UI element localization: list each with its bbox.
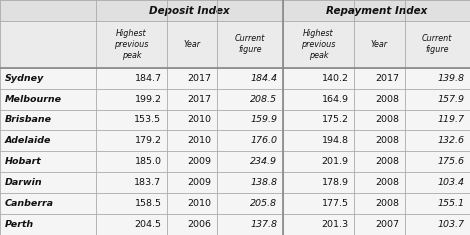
Text: 179.2: 179.2 bbox=[134, 136, 162, 145]
Text: 175.2: 175.2 bbox=[321, 115, 349, 125]
Text: 178.9: 178.9 bbox=[321, 178, 349, 187]
Text: 2008: 2008 bbox=[375, 136, 399, 145]
Text: 158.5: 158.5 bbox=[134, 199, 162, 208]
Text: Year: Year bbox=[184, 40, 201, 49]
Text: 2008: 2008 bbox=[375, 199, 399, 208]
Text: 2010: 2010 bbox=[188, 199, 212, 208]
Text: 2007: 2007 bbox=[375, 220, 399, 229]
Bar bbox=[0, 110, 470, 130]
Text: Sydney: Sydney bbox=[5, 74, 44, 83]
Text: 164.9: 164.9 bbox=[321, 94, 349, 104]
Text: 234.9: 234.9 bbox=[250, 157, 277, 166]
Text: Year: Year bbox=[371, 40, 388, 49]
Bar bbox=[0, 214, 470, 235]
Text: 201.9: 201.9 bbox=[321, 157, 349, 166]
Text: 205.8: 205.8 bbox=[250, 199, 277, 208]
Text: Perth: Perth bbox=[5, 220, 34, 229]
Text: 184.7: 184.7 bbox=[134, 74, 162, 83]
Text: Deposit Index: Deposit Index bbox=[149, 6, 230, 16]
Text: Highest
previous
peak: Highest previous peak bbox=[114, 29, 149, 60]
Text: 2008: 2008 bbox=[375, 115, 399, 125]
Text: Darwin: Darwin bbox=[5, 178, 42, 187]
Text: 183.7: 183.7 bbox=[134, 178, 162, 187]
Text: 2008: 2008 bbox=[375, 94, 399, 104]
Text: Repayment Index: Repayment Index bbox=[326, 6, 427, 16]
Text: 2010: 2010 bbox=[188, 136, 212, 145]
Text: 159.9: 159.9 bbox=[250, 115, 277, 125]
Text: 140.2: 140.2 bbox=[321, 74, 349, 83]
Text: Current
figure: Current figure bbox=[235, 34, 266, 55]
Bar bbox=[0, 172, 470, 193]
Text: 199.2: 199.2 bbox=[134, 94, 162, 104]
Text: 194.8: 194.8 bbox=[321, 136, 349, 145]
Text: 177.5: 177.5 bbox=[321, 199, 349, 208]
Text: 2008: 2008 bbox=[375, 178, 399, 187]
Text: Adelaide: Adelaide bbox=[5, 136, 51, 145]
Text: 137.8: 137.8 bbox=[250, 220, 277, 229]
Text: Canberra: Canberra bbox=[5, 199, 54, 208]
Text: 208.5: 208.5 bbox=[250, 94, 277, 104]
Text: 153.5: 153.5 bbox=[134, 115, 162, 125]
Text: 2010: 2010 bbox=[188, 115, 212, 125]
Text: Melbourne: Melbourne bbox=[5, 94, 62, 104]
Bar bbox=[0, 151, 470, 172]
Text: Brisbane: Brisbane bbox=[5, 115, 52, 125]
Bar bbox=[0, 89, 470, 110]
Text: 204.5: 204.5 bbox=[134, 220, 162, 229]
Text: Highest
previous
peak: Highest previous peak bbox=[301, 29, 336, 60]
Text: 185.0: 185.0 bbox=[134, 157, 162, 166]
Text: 175.6: 175.6 bbox=[438, 157, 464, 166]
Text: 138.8: 138.8 bbox=[250, 178, 277, 187]
Bar bbox=[0, 21, 470, 68]
Bar bbox=[0, 130, 470, 151]
Text: 103.7: 103.7 bbox=[438, 220, 464, 229]
Text: 155.1: 155.1 bbox=[438, 199, 464, 208]
Text: 2017: 2017 bbox=[188, 94, 212, 104]
Text: 184.4: 184.4 bbox=[250, 74, 277, 83]
Text: 2008: 2008 bbox=[375, 157, 399, 166]
Text: 139.8: 139.8 bbox=[438, 74, 464, 83]
Bar bbox=[0, 68, 470, 89]
Text: 176.0: 176.0 bbox=[250, 136, 277, 145]
Text: 2006: 2006 bbox=[188, 220, 212, 229]
Bar bbox=[0, 193, 470, 214]
Bar bbox=[0, 0, 470, 21]
Text: 2009: 2009 bbox=[188, 157, 212, 166]
Text: 201.3: 201.3 bbox=[321, 220, 349, 229]
Text: 103.4: 103.4 bbox=[438, 178, 464, 187]
Text: 157.9: 157.9 bbox=[438, 94, 464, 104]
Text: 2017: 2017 bbox=[375, 74, 399, 83]
Text: 2009: 2009 bbox=[188, 178, 212, 187]
Text: Current
figure: Current figure bbox=[422, 34, 453, 55]
Text: 119.7: 119.7 bbox=[438, 115, 464, 125]
Text: Hobart: Hobart bbox=[5, 157, 41, 166]
Text: 132.6: 132.6 bbox=[438, 136, 464, 145]
Text: 2017: 2017 bbox=[188, 74, 212, 83]
